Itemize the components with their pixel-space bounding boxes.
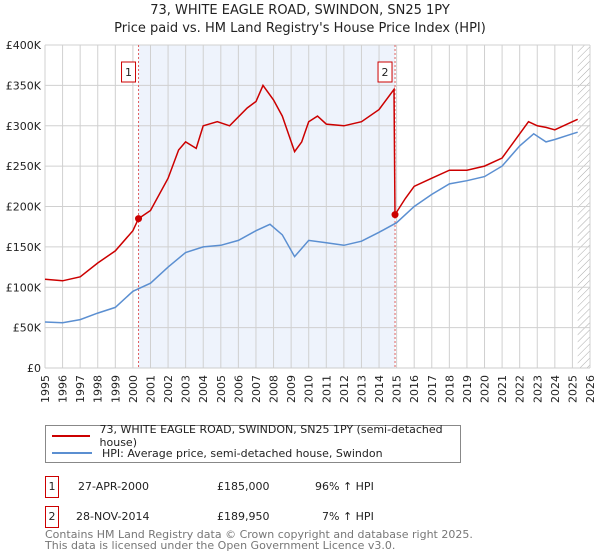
- sale-hpi: 7% ↑ HPI: [322, 510, 374, 523]
- legend-swatch-red: [52, 435, 90, 437]
- chart-subtitle: Price paid vs. HM Land Registry's House …: [114, 21, 486, 36]
- sale-label-box: [121, 61, 137, 83]
- x-tick-label: 2013: [355, 375, 368, 403]
- sale-label-box: [377, 61, 393, 83]
- x-tick-label: 1999: [109, 375, 122, 403]
- x-tick-label: 2002: [162, 375, 175, 403]
- sale-label: 2: [382, 66, 389, 79]
- x-tick-label: 2007: [250, 375, 263, 403]
- x-tick-label: 2025: [566, 375, 579, 403]
- sale-label: 1: [125, 66, 132, 79]
- y-tick-label: £400K: [6, 39, 42, 52]
- footer-licence: This data is licensed under the Open Gov…: [45, 539, 396, 552]
- x-tick-label: 2026: [584, 375, 597, 403]
- x-tick-label: 1996: [57, 375, 70, 403]
- x-tick-label: 2011: [320, 375, 333, 403]
- x-tick-label: 2015: [391, 375, 404, 403]
- x-tick-label: 2019: [461, 375, 474, 403]
- chart-title: 73, WHITE EAGLE ROAD, SWINDON, SN25 1PY: [150, 3, 450, 18]
- legend: 73, WHITE EAGLE ROAD, SWINDON, SN25 1PY …: [45, 423, 461, 463]
- x-tick-label: 2009: [285, 375, 298, 403]
- y-tick-label: £300K: [6, 120, 42, 133]
- transaction-row: 1 27-APR-2000 £185,000 96% ↑ HPI: [45, 476, 465, 498]
- x-tick-label: 2023: [531, 375, 544, 403]
- legend-label: HPI: Average price, semi-detached house,…: [102, 446, 383, 460]
- x-tick-label: 1998: [92, 375, 105, 403]
- x-tick-label: 2001: [144, 375, 157, 403]
- x-tick-label: 1995: [39, 375, 52, 403]
- legend-item-property: 73, WHITE EAGLE ROAD, SWINDON, SN25 1PY …: [52, 423, 460, 449]
- x-tick-label: 2021: [496, 375, 509, 403]
- sale-badge: 1: [45, 476, 59, 498]
- x-tick-label: 2005: [215, 375, 228, 403]
- sale-badge: 2: [45, 506, 59, 528]
- footer-copyright: Contains HM Land Registry data © Crown c…: [45, 528, 473, 541]
- x-tick-label: 2020: [479, 375, 492, 403]
- x-tick-label: 2024: [549, 375, 562, 403]
- sale-hpi: 96% ↑ HPI: [315, 480, 374, 493]
- sale-price: £189,950: [217, 510, 270, 523]
- x-tick-label: 2014: [373, 375, 386, 403]
- x-tick-label: 2022: [514, 375, 527, 403]
- legend-item-hpi: HPI: Average price, semi-detached house,…: [52, 445, 383, 461]
- y-tick-label: £100K: [6, 281, 42, 294]
- series-line: [44, 131, 578, 324]
- sale-point: [391, 211, 399, 219]
- y-tick-label: £150K: [6, 241, 42, 254]
- x-tick-label: 2018: [443, 375, 456, 403]
- sale-date: 28-NOV-2014: [76, 510, 150, 523]
- x-tick-label: 2006: [232, 375, 245, 403]
- transaction-row: 2 28-NOV-2014 £189,950 7% ↑ HPI: [45, 506, 465, 528]
- x-tick-label: 2016: [408, 375, 421, 403]
- legend-swatch-blue: [52, 452, 92, 454]
- x-tick-label: 2010: [303, 375, 316, 403]
- x-tick-label: 2004: [197, 375, 210, 403]
- y-tick-label: £200K: [6, 201, 42, 214]
- sale-point: [135, 215, 143, 223]
- x-tick-label: 2003: [180, 375, 193, 403]
- y-tick-label: £50K: [13, 322, 42, 335]
- price-chart: 1995 1996 1997 1998 1999 2000 2001 2002 2003 2004…: [6, 39, 597, 403]
- x-tick-label: 2017: [426, 375, 439, 403]
- x-tick-label: 2008: [268, 375, 281, 403]
- x-tick-label: 1997: [74, 375, 87, 403]
- x-tick-label: 2012: [338, 375, 351, 403]
- sale-date: 27-APR-2000: [78, 480, 150, 493]
- legend-label: 73, WHITE EAGLE ROAD, SWINDON, SN25 1PY …: [99, 423, 443, 449]
- series-line: [44, 83, 579, 282]
- y-tick-label: £0: [27, 362, 41, 375]
- x-tick-label: 2000: [127, 375, 140, 403]
- sale-price: £185,000: [217, 480, 270, 493]
- y-tick-label: £250K: [6, 160, 42, 173]
- y-tick-label: £350K: [6, 79, 42, 92]
